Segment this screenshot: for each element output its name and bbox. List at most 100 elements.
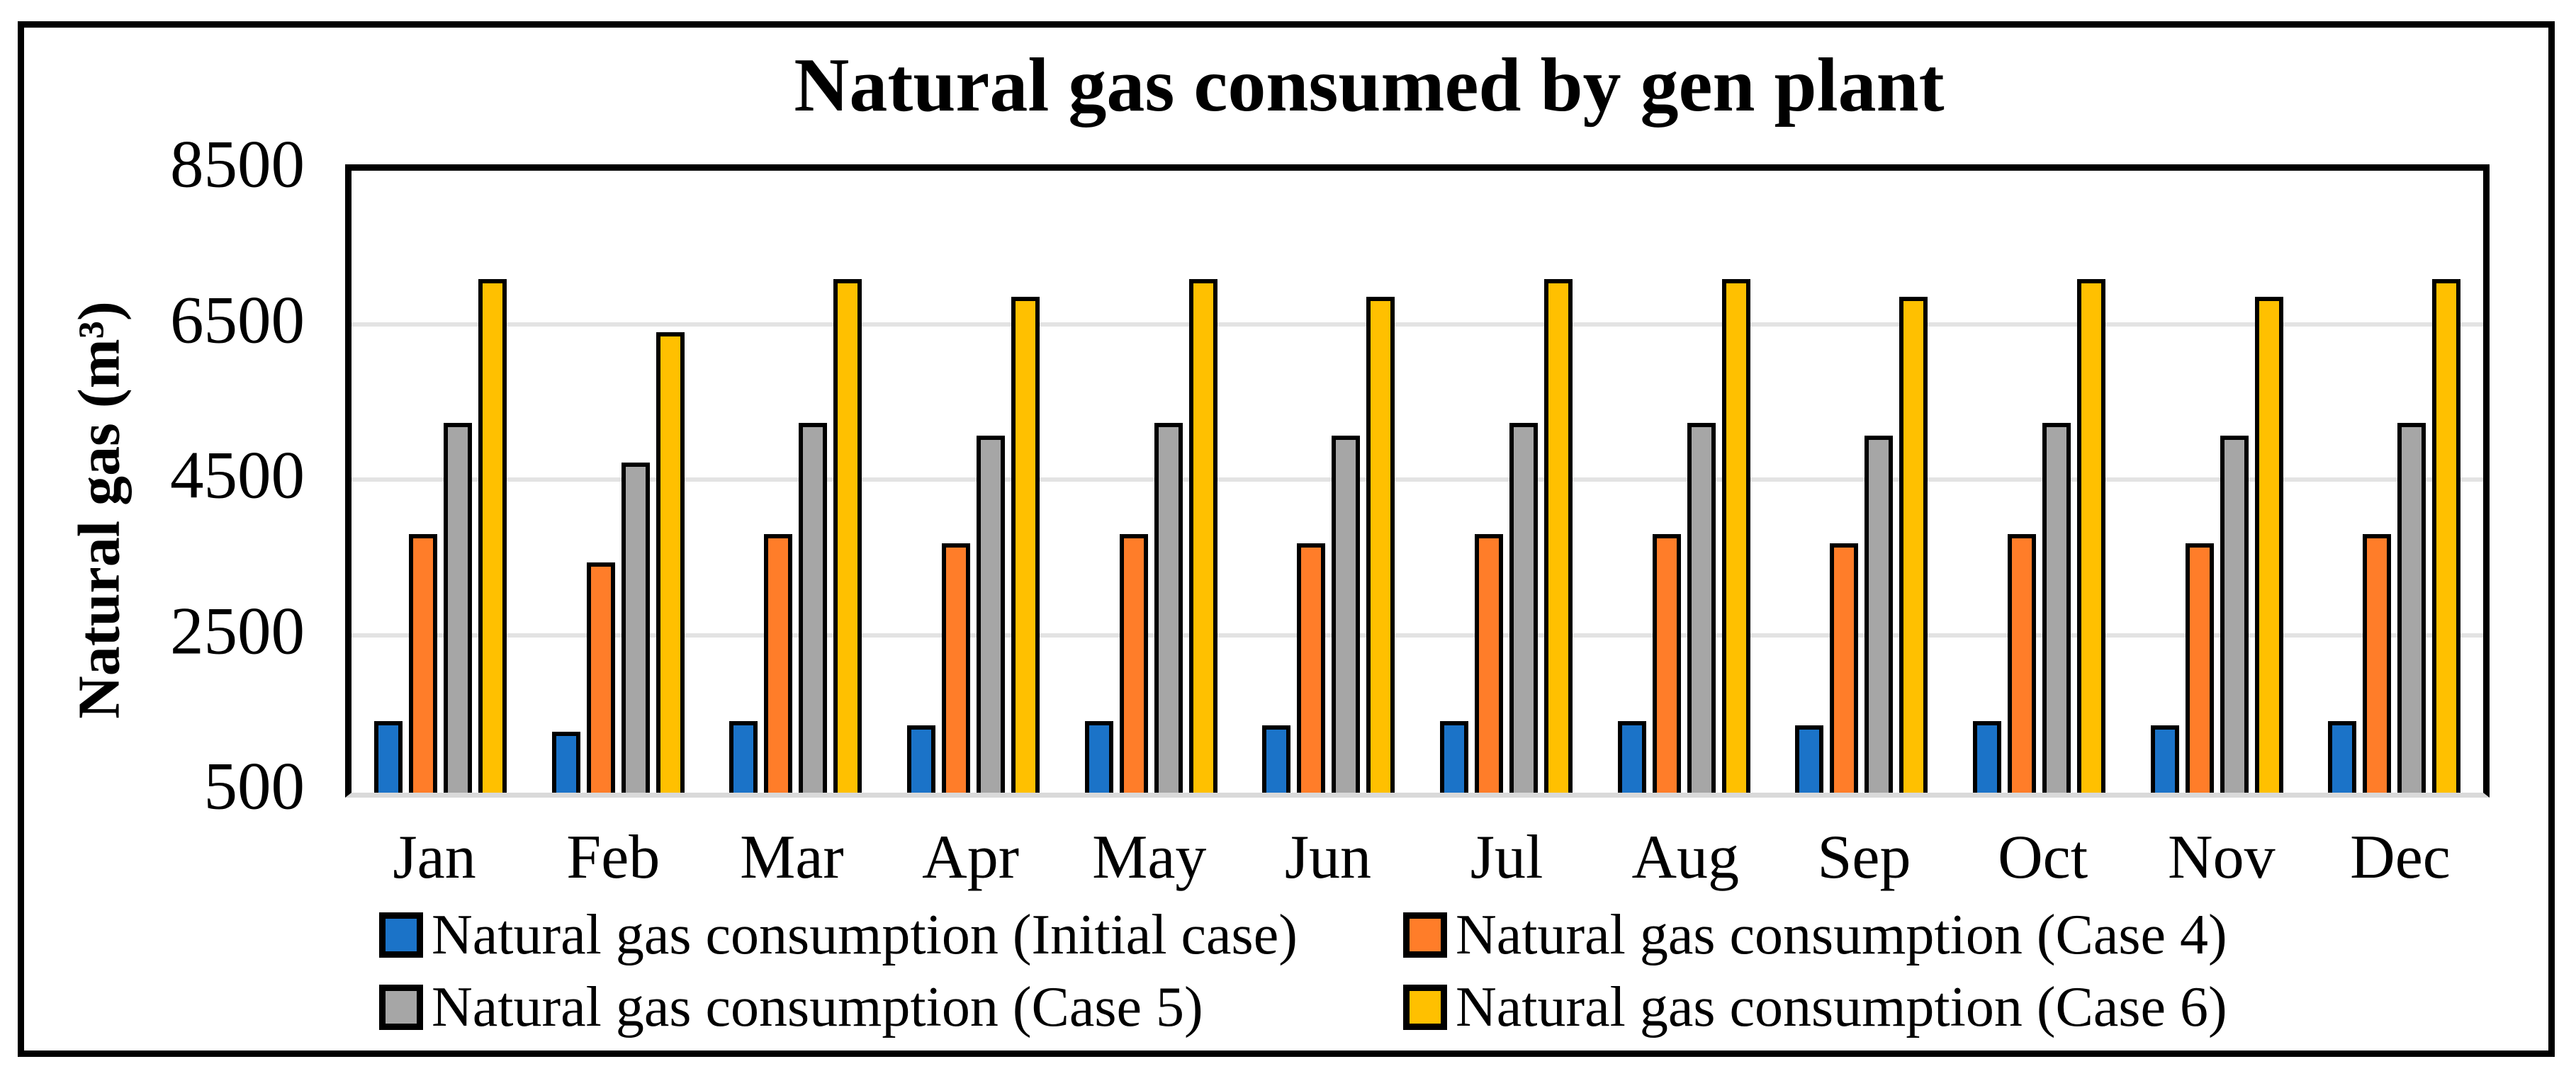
bar-group-may — [1062, 171, 1240, 793]
x-label-nov: Nov — [2168, 823, 2276, 892]
y-tick-4500: 4500 — [170, 437, 305, 513]
y-tick-8500: 8500 — [170, 126, 305, 202]
x-label-jul: Jul — [1470, 823, 1543, 892]
bar-apr-natural-gas-consumption-case-5- — [976, 436, 1005, 793]
y-tick-500: 500 — [203, 748, 305, 824]
legend-item-natural-gas-consumption-case-4-: Natural gas consumption (Case 4) — [1403, 905, 2227, 965]
bar-oct-natural-gas-consumption-case-6- — [2076, 278, 2105, 793]
bar-aug-natural-gas-consumption-initial-case- — [1617, 721, 1646, 793]
y-tick-2500: 2500 — [170, 593, 305, 668]
x-label-mar: Mar — [740, 823, 844, 892]
bar-may-natural-gas-consumption-case-4- — [1119, 533, 1148, 793]
bar-feb-natural-gas-consumption-case-6- — [656, 332, 685, 793]
x-label-aug: Aug — [1631, 823, 1740, 892]
legend-item-natural-gas-consumption-case-5-: Natural gas consumption (Case 5) — [379, 978, 1403, 1037]
legend-label: Natural gas consumption (Case 6) — [1456, 976, 2227, 1038]
x-label-apr: Apr — [922, 823, 1020, 892]
bar-groups — [351, 171, 2483, 793]
x-label-may: May — [1092, 823, 1207, 892]
bar-group-dec — [2305, 171, 2483, 793]
bar-dec-natural-gas-consumption-case-6- — [2432, 278, 2461, 793]
y-axis-tick-labels: 8500 6500 4500 2500 500 — [0, 130, 305, 820]
gridline-6500 — [351, 322, 2483, 327]
bar-jan-natural-gas-consumption-initial-case- — [373, 721, 403, 793]
bar-group-feb — [529, 171, 707, 793]
x-label-feb: Feb — [566, 823, 660, 892]
bar-nov-natural-gas-consumption-case-4- — [2185, 543, 2214, 793]
bar-dec-natural-gas-consumption-case-5- — [2397, 422, 2426, 793]
bar-oct-natural-gas-consumption-case-4- — [2007, 533, 2036, 793]
bar-jan-natural-gas-consumption-case-6- — [478, 278, 507, 793]
legend: Natural gas consumption (Initial case) Na… — [379, 905, 2227, 1037]
legend-swatch-icon — [1403, 985, 1447, 1030]
bar-apr-natural-gas-consumption-initial-case- — [906, 725, 935, 793]
bar-jan-natural-gas-consumption-case-5- — [443, 422, 472, 793]
bar-group-aug — [1595, 171, 1773, 793]
bar-nov-natural-gas-consumption-case-5- — [2220, 436, 2249, 793]
bar-jan-natural-gas-consumption-case-4- — [408, 533, 437, 793]
bar-group-sep — [1772, 171, 1950, 793]
bar-jun-natural-gas-consumption-case-4- — [1297, 543, 1326, 793]
legend-label: Natural gas consumption (Initial case) — [432, 904, 1298, 966]
legend-label: Natural gas consumption (Case 4) — [1456, 904, 2227, 966]
outer-frame — [18, 21, 2555, 1057]
bar-may-natural-gas-consumption-initial-case- — [1084, 721, 1113, 793]
bar-jul-natural-gas-consumption-case-5- — [1509, 422, 1538, 793]
legend-item-natural-gas-consumption-initial-case-: Natural gas consumption (Initial case) — [379, 905, 1403, 965]
legend-swatch-icon — [379, 985, 423, 1030]
bar-feb-natural-gas-consumption-initial-case- — [551, 732, 580, 793]
bar-oct-natural-gas-consumption-case-5- — [2042, 422, 2071, 793]
x-label-sep: Sep — [1817, 823, 1911, 892]
x-label-jun: Jun — [1284, 823, 1372, 892]
bar-group-jul — [1417, 171, 1595, 793]
legend-label: Natural gas consumption (Case 5) — [432, 976, 1203, 1038]
bar-sep-natural-gas-consumption-case-6- — [1899, 296, 1928, 793]
bar-may-natural-gas-consumption-case-6- — [1188, 278, 1217, 793]
plot-area — [345, 164, 2490, 798]
bar-group-nov — [2128, 171, 2306, 793]
bar-group-jan — [351, 171, 529, 793]
bar-dec-natural-gas-consumption-case-4- — [2363, 533, 2392, 793]
bar-mar-natural-gas-consumption-initial-case- — [729, 721, 758, 793]
bar-sep-natural-gas-consumption-case-5- — [1864, 436, 1894, 793]
bar-apr-natural-gas-consumption-case-4- — [941, 543, 970, 793]
gridline-2500 — [351, 633, 2483, 638]
x-label-jan: Jan — [393, 823, 476, 892]
bar-may-natural-gas-consumption-case-5- — [1154, 422, 1183, 793]
bar-aug-natural-gas-consumption-case-4- — [1652, 533, 1681, 793]
bar-jun-natural-gas-consumption-case-5- — [1332, 436, 1361, 793]
bar-jul-natural-gas-consumption-case-4- — [1474, 533, 1503, 793]
bar-mar-natural-gas-consumption-case-5- — [799, 422, 828, 793]
bar-feb-natural-gas-consumption-case-5- — [621, 462, 650, 793]
bar-jun-natural-gas-consumption-initial-case- — [1262, 725, 1291, 793]
bar-sep-natural-gas-consumption-case-4- — [1830, 543, 1859, 793]
bar-mar-natural-gas-consumption-case-6- — [833, 278, 862, 793]
x-label-dec: Dec — [2350, 823, 2451, 892]
bar-group-oct — [1950, 171, 2128, 793]
bar-group-apr — [884, 171, 1062, 793]
bar-dec-natural-gas-consumption-initial-case- — [2328, 721, 2357, 793]
bar-group-mar — [707, 171, 884, 793]
x-axis-labels: Jan Feb Mar Apr May Jun Jul Aug Sep Oct Nov Dec — [345, 822, 2490, 893]
legend-item-natural-gas-consumption-case-6-: Natural gas consumption (Case 6) — [1403, 978, 2227, 1037]
bar-mar-natural-gas-consumption-case-4- — [764, 533, 793, 793]
bar-sep-natural-gas-consumption-initial-case- — [1795, 725, 1824, 793]
chart-title: Natural gas consumed by gen plant — [794, 43, 1945, 128]
bar-jul-natural-gas-consumption-initial-case- — [1439, 721, 1468, 793]
bar-feb-natural-gas-consumption-case-4- — [586, 562, 615, 793]
bar-aug-natural-gas-consumption-case-5- — [1687, 422, 1716, 793]
legend-swatch-icon — [1403, 912, 1447, 958]
x-label-oct: Oct — [1998, 823, 2088, 892]
bar-group-jun — [1239, 171, 1417, 793]
bar-nov-natural-gas-consumption-initial-case- — [2150, 725, 2179, 793]
legend-swatch-icon — [379, 912, 423, 958]
bar-aug-natural-gas-consumption-case-6- — [1721, 278, 1750, 793]
y-tick-6500: 6500 — [170, 282, 305, 357]
bar-nov-natural-gas-consumption-case-6- — [2254, 296, 2283, 793]
bar-jun-natural-gas-consumption-case-6- — [1366, 296, 1395, 793]
gridline-4500 — [351, 477, 2483, 482]
bar-oct-natural-gas-consumption-initial-case- — [1972, 721, 2001, 793]
bar-apr-natural-gas-consumption-case-6- — [1011, 296, 1040, 793]
bar-jul-natural-gas-consumption-case-6- — [1543, 278, 1573, 793]
